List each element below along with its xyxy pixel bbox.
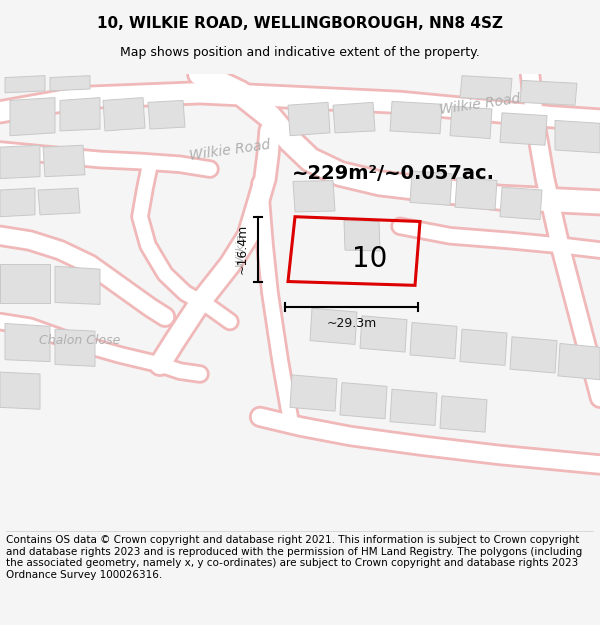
Polygon shape (440, 396, 487, 432)
Polygon shape (43, 145, 85, 177)
Text: Chalon Close: Chalon Close (40, 334, 121, 347)
Polygon shape (390, 101, 442, 134)
Polygon shape (390, 389, 437, 426)
Polygon shape (500, 187, 542, 219)
Text: Contains OS data © Crown copyright and database right 2021. This information is : Contains OS data © Crown copyright and d… (6, 535, 582, 580)
Polygon shape (360, 316, 407, 352)
Polygon shape (0, 372, 40, 409)
Polygon shape (410, 322, 457, 359)
Polygon shape (460, 329, 507, 366)
Polygon shape (310, 308, 357, 344)
Polygon shape (148, 101, 185, 129)
Text: ~16.4m: ~16.4m (235, 224, 248, 274)
Text: Map shows position and indicative extent of the property.: Map shows position and indicative extent… (120, 46, 480, 59)
Polygon shape (460, 76, 512, 101)
Polygon shape (60, 98, 100, 131)
Polygon shape (0, 145, 40, 179)
Text: 10, WILKIE ROAD, WELLINGBOROUGH, NN8 4SZ: 10, WILKIE ROAD, WELLINGBOROUGH, NN8 4SZ (97, 16, 503, 31)
Polygon shape (520, 81, 577, 105)
Polygon shape (555, 121, 600, 153)
Polygon shape (290, 375, 337, 411)
Polygon shape (500, 113, 547, 145)
Polygon shape (0, 188, 35, 217)
Polygon shape (55, 329, 95, 366)
Polygon shape (344, 221, 380, 251)
Polygon shape (410, 171, 452, 205)
Polygon shape (5, 324, 50, 362)
Text: Wilkie: Wilkie (235, 232, 245, 266)
Polygon shape (38, 188, 80, 215)
Text: Wilkie Road: Wilkie Road (188, 138, 271, 162)
Polygon shape (455, 177, 497, 210)
Text: ~29.3m: ~29.3m (326, 317, 377, 330)
Polygon shape (10, 98, 55, 136)
Polygon shape (450, 106, 492, 139)
Polygon shape (558, 344, 600, 380)
Text: 10: 10 (352, 245, 387, 273)
Polygon shape (55, 266, 100, 304)
Polygon shape (5, 76, 45, 92)
Polygon shape (50, 76, 90, 91)
Polygon shape (510, 337, 557, 373)
Polygon shape (340, 382, 387, 419)
Polygon shape (288, 102, 330, 136)
Polygon shape (293, 181, 335, 212)
Text: ~229m²/~0.057ac.: ~229m²/~0.057ac. (292, 164, 495, 183)
Polygon shape (333, 102, 375, 133)
Polygon shape (103, 98, 145, 131)
Polygon shape (0, 264, 50, 302)
Text: Wilkie Road: Wilkie Road (439, 92, 521, 117)
